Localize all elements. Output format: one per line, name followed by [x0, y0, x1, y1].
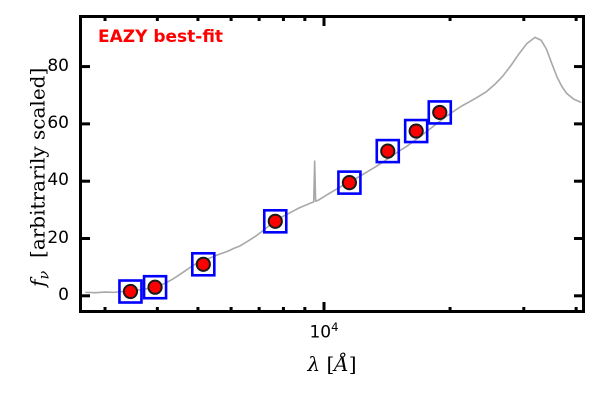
y-tick-label: 80: [47, 55, 69, 76]
sed-curve: [85, 36, 582, 294]
photometry-square: [191, 251, 216, 277]
photometry-points: [118, 100, 453, 304]
x-tick-label: 104: [309, 320, 339, 343]
sed-template-line: [85, 36, 582, 294]
photometry-point: [380, 143, 396, 159]
photometry-square: [142, 274, 168, 300]
photometry-point: [341, 175, 358, 191]
photometry-square: [262, 209, 288, 234]
photometry-point: [122, 283, 139, 300]
y-tick-label: 40: [47, 170, 69, 191]
plot-frame: [79, 15, 585, 313]
y-tick-label: 60: [47, 112, 69, 133]
photometry-point: [147, 279, 163, 295]
y-tick-label: 20: [47, 227, 69, 248]
annotation-eazy-best-fit: EAZY best-fit: [98, 27, 224, 47]
photometry-square: [337, 170, 362, 195]
photometry-square: [118, 279, 143, 304]
photometry-square: [403, 118, 429, 144]
photometry-point: [432, 104, 448, 121]
photometry-square: [427, 100, 453, 125]
photometry-point: [195, 256, 211, 272]
y-tick-label: 0: [58, 284, 69, 305]
x-axis-label: λ [Å]: [307, 352, 357, 376]
photometry-point: [267, 213, 283, 229]
photometry-square: [375, 138, 401, 164]
photometry-point: [408, 123, 424, 139]
